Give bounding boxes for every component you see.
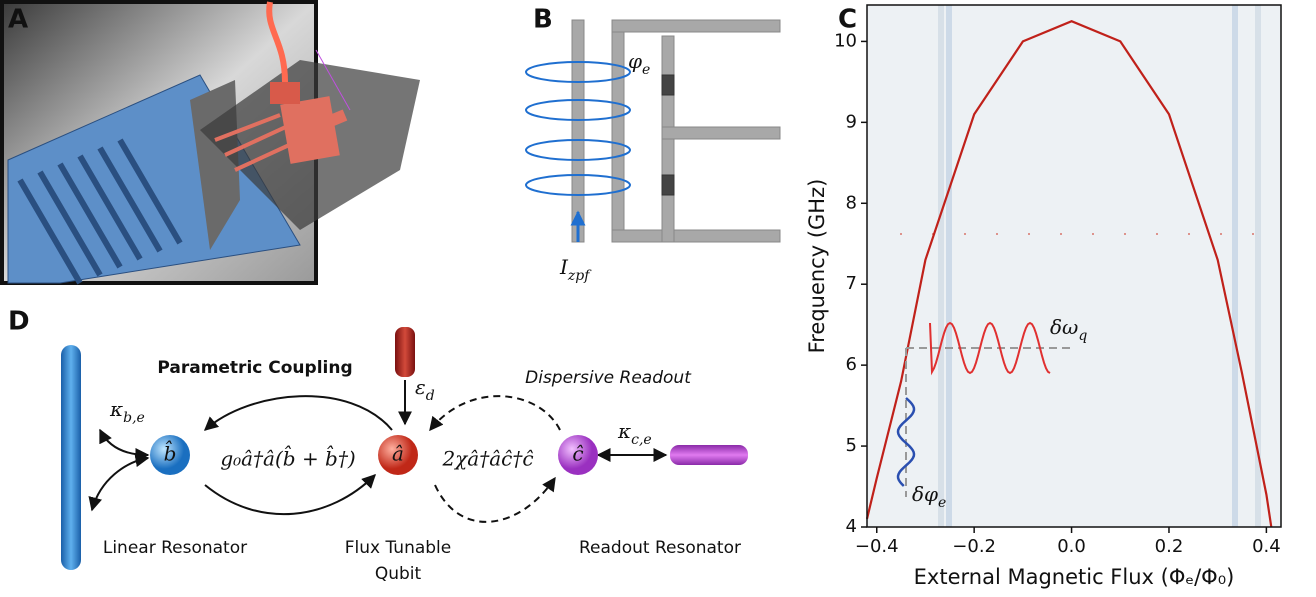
plot-background (867, 5, 1281, 527)
annotation-main: δφ (912, 482, 938, 506)
kappa-label-sub: b,e (123, 410, 145, 426)
x-tick-label: 0.4 (1252, 536, 1281, 557)
panel-label: A (8, 5, 28, 35)
background-stripe (1232, 5, 1238, 527)
phase-label-main: φ (628, 49, 642, 73)
annotation-main: δω (1050, 315, 1078, 339)
annotation-sub: e (938, 495, 946, 511)
linear-resonator (61, 345, 81, 570)
field-loops (525, 61, 631, 242)
mode-symbol: ĉ (572, 442, 583, 466)
current-label-sub: zpf (567, 268, 592, 284)
coupling-arrow (434, 476, 556, 523)
mode-label: Linear Resonator (103, 538, 247, 558)
background-stripe (946, 5, 952, 527)
mode-sphere (558, 435, 598, 475)
kappa-label-main: κ (617, 419, 631, 443)
background-stripe (1255, 5, 1261, 527)
background-stripe (938, 5, 944, 527)
y-tick-label: 7 (846, 273, 857, 294)
mode-label: Qubit (375, 564, 422, 584)
coupling-arrow (99, 428, 150, 462)
kappa-label-main: κ (109, 397, 123, 421)
coupling-arrow (203, 395, 393, 431)
x-tick-label: −0.2 (952, 536, 996, 557)
drive-label-sub: d (426, 388, 435, 404)
drive-line (395, 327, 415, 377)
flux-wave (896, 397, 916, 487)
coupling-term: g₀â†â(b̂ + b̂†) (220, 444, 355, 470)
y-tick-label: 9 (846, 111, 857, 132)
squid-diagram (571, 19, 781, 243)
device-render (0, 0, 420, 285)
y-tick-label: 4 (846, 516, 857, 537)
frequency-curve (865, 20, 1273, 528)
mode-sphere (378, 435, 418, 475)
current-label: Izpf (559, 255, 592, 285)
annotation-sub: q (1078, 328, 1087, 344)
flux-noise-guide (905, 347, 1072, 497)
kappa-label: κb,e (109, 397, 145, 427)
y-tick-label: 10 (834, 30, 857, 51)
annotation: δφe (912, 482, 946, 512)
y-tick-label: 8 (846, 192, 857, 213)
panel-label: D (8, 307, 30, 337)
coupling-arrow (429, 395, 561, 432)
mode-sphere (150, 435, 190, 475)
mode-label: Readout Resonator (579, 538, 741, 558)
plot-frame (866, 4, 1282, 528)
kappa-label-sub: c,e (631, 432, 652, 448)
x-tick-label: −0.4 (855, 536, 899, 557)
coupling-title: Parametric Coupling (157, 358, 352, 378)
drive-label-main: ε (415, 375, 426, 399)
phase-label: φe (628, 49, 650, 79)
coupling-arrow (88, 453, 150, 512)
x-tick-label: 0.2 (1155, 536, 1184, 557)
coupling-arrow (204, 474, 376, 516)
readout-title: Dispersive Readout (525, 368, 692, 388)
mode-symbol: b̂ (164, 439, 177, 465)
readout-line (670, 445, 748, 465)
current-label-main: I (559, 255, 569, 279)
y-tick-label: 5 (846, 435, 857, 456)
x-axis-label: External Magnetic Flux (Φₑ/Φ₀) (914, 565, 1235, 589)
y-tick-label: 6 (846, 354, 857, 375)
drive-label: εd (415, 375, 435, 405)
y-axis-label: Frequency (GHz) (805, 179, 829, 354)
panel-label: C (838, 5, 857, 35)
frequency-wave (929, 321, 1051, 376)
phase-label-sub: e (642, 62, 650, 78)
x-tick-label: 0.0 (1057, 536, 1086, 557)
panel-label: B (533, 5, 553, 35)
dispersive-term: 2χâ†âĉ†ĉ (441, 447, 533, 471)
annotation: δωq (1050, 315, 1087, 345)
mode-symbol: â (392, 442, 404, 466)
kappa-label: κc,e (617, 419, 652, 449)
mode-label: Flux Tunable (345, 538, 451, 558)
